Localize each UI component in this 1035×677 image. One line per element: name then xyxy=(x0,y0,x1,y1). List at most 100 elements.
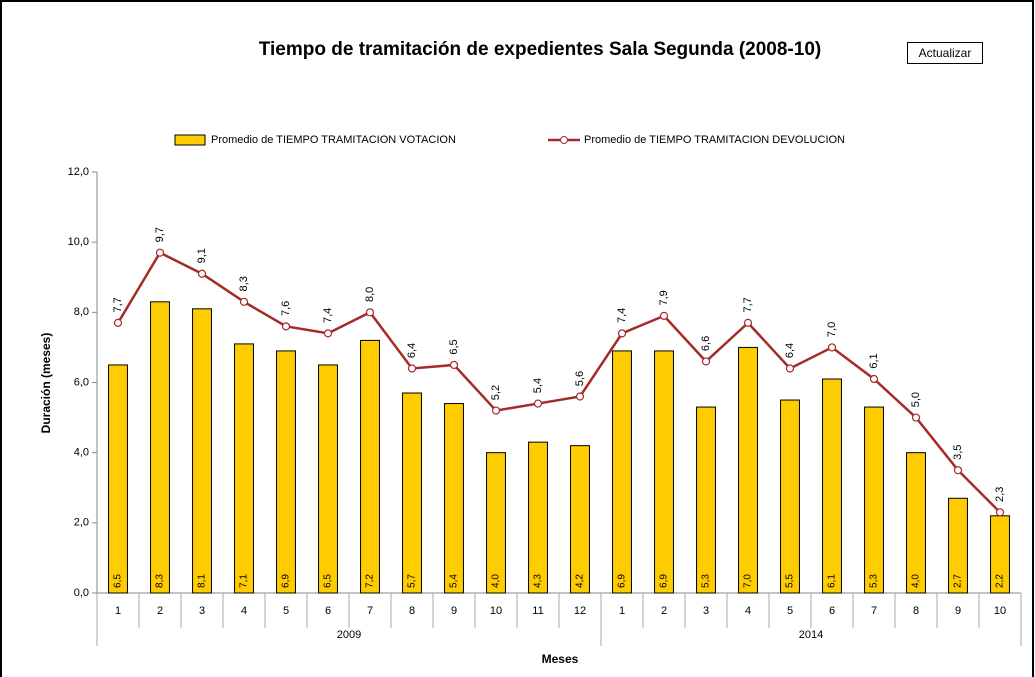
bar xyxy=(486,452,506,594)
x-tick-label: 3 xyxy=(703,605,709,617)
bar xyxy=(402,392,422,594)
y-tick-label: 12,0 xyxy=(68,166,89,178)
y-tick-label: 0,0 xyxy=(74,587,89,599)
line-marker xyxy=(869,374,879,384)
bar-value-label: 4,0 xyxy=(491,574,502,588)
x-tick-label: 11 xyxy=(532,605,543,617)
bar-value-label: 2,7 xyxy=(953,574,964,588)
line-marker xyxy=(113,318,123,327)
line-marker xyxy=(995,508,1005,517)
bar-value-label: 7,0 xyxy=(743,574,754,588)
bar-value-label: 2,2 xyxy=(995,574,1006,588)
legend-marker xyxy=(560,136,568,144)
line-value-label: 2,3 xyxy=(994,487,1006,502)
refresh-button[interactable]: Actualizar xyxy=(907,42,983,64)
y-axis-title: Duración (meses) xyxy=(39,333,53,434)
line-marker xyxy=(155,248,165,257)
y-tick-label: 8,0 xyxy=(74,306,89,318)
x-tick-label: 2 xyxy=(661,605,667,617)
bar xyxy=(318,364,338,594)
bar-value-label: 6,1 xyxy=(827,574,838,588)
bar-value-label: 6,9 xyxy=(659,574,670,588)
bar-value-label: 6,5 xyxy=(323,574,334,588)
bar-value-label: 5,3 xyxy=(869,574,880,588)
line-marker xyxy=(197,269,207,278)
line-marker xyxy=(281,322,291,331)
line-value-label: 5,2 xyxy=(490,385,502,400)
line-value-label: 7,7 xyxy=(742,297,754,312)
bar-value-label: 6,9 xyxy=(617,574,628,588)
bar xyxy=(612,350,632,594)
x-tick-label: 7 xyxy=(367,605,373,617)
line-value-label: 5,6 xyxy=(574,371,586,386)
group-label: 2014 xyxy=(799,629,823,641)
line-marker xyxy=(533,399,543,408)
x-tick-label: 2 xyxy=(157,605,163,617)
x-tick-label: 1 xyxy=(115,605,121,617)
bar xyxy=(360,339,380,594)
x-tick-label: 1 xyxy=(619,605,625,617)
line-marker xyxy=(323,329,333,338)
bar-value-label: 4,0 xyxy=(911,574,922,588)
x-tick-label: 3 xyxy=(199,605,205,617)
bar-value-label: 5,7 xyxy=(407,574,418,588)
legend-label: Promedio de TIEMPO TRAMITACION VOTACION xyxy=(211,134,456,146)
x-tick-label: 7 xyxy=(871,605,877,617)
bar-value-label: 6,5 xyxy=(113,574,124,588)
line-value-label: 7,4 xyxy=(322,308,334,323)
bar xyxy=(906,452,926,594)
bar xyxy=(948,497,968,594)
line-marker xyxy=(743,318,753,327)
line-value-label: 6,5 xyxy=(448,339,460,354)
line xyxy=(116,251,1001,514)
line-marker xyxy=(827,343,837,352)
x-tick-label: 5 xyxy=(283,605,289,617)
bar xyxy=(696,406,716,594)
bar-value-label: 8,1 xyxy=(197,574,208,588)
x-tick-label: 8 xyxy=(913,605,919,617)
line-value-label: 7,6 xyxy=(280,301,292,316)
x-axis-title: Meses xyxy=(542,652,579,666)
bar-value-label: 5,3 xyxy=(701,574,712,588)
line-value-label: 7,9 xyxy=(658,290,670,305)
x-tick-label: 6 xyxy=(829,605,835,617)
line-marker xyxy=(407,364,417,373)
x-tick-label: 12 xyxy=(574,605,586,617)
legend-swatch xyxy=(174,134,206,146)
line-value-label: 6,6 xyxy=(700,336,712,351)
line-marker xyxy=(911,413,921,422)
bar-value-label: 5,5 xyxy=(785,574,796,588)
line-value-label: 3,5 xyxy=(952,445,964,460)
line-value-label: 9,1 xyxy=(196,248,208,263)
x-tick-label: 5 xyxy=(787,605,793,617)
x-tick-label: 6 xyxy=(325,605,331,617)
x-tick-label: 4 xyxy=(745,605,751,617)
x-tick-label: 4 xyxy=(241,605,247,617)
line-marker xyxy=(575,392,585,401)
bar xyxy=(192,308,212,594)
line-value-label: 6,4 xyxy=(784,343,796,358)
x-tick-label: 10 xyxy=(490,605,502,617)
line-marker xyxy=(701,357,711,366)
line-value-label: 7,0 xyxy=(826,322,838,337)
line-value-label: 9,7 xyxy=(154,227,166,242)
line-value-label: 5,4 xyxy=(532,378,544,393)
bar xyxy=(150,301,170,594)
line-value-label: 8,3 xyxy=(238,276,250,291)
line-marker xyxy=(449,360,459,370)
bar xyxy=(108,364,128,594)
y-tick-label: 6,0 xyxy=(74,376,89,388)
line-marker xyxy=(617,329,627,338)
x-tick-label: 9 xyxy=(955,605,961,617)
bar-value-label: 8,3 xyxy=(155,574,166,588)
line-marker xyxy=(365,308,375,317)
line-value-label: 5,0 xyxy=(910,392,922,407)
bar xyxy=(528,441,548,594)
bar xyxy=(276,350,296,594)
line-marker xyxy=(785,364,795,373)
bar xyxy=(864,406,884,594)
bar-value-label: 7,2 xyxy=(365,574,376,588)
